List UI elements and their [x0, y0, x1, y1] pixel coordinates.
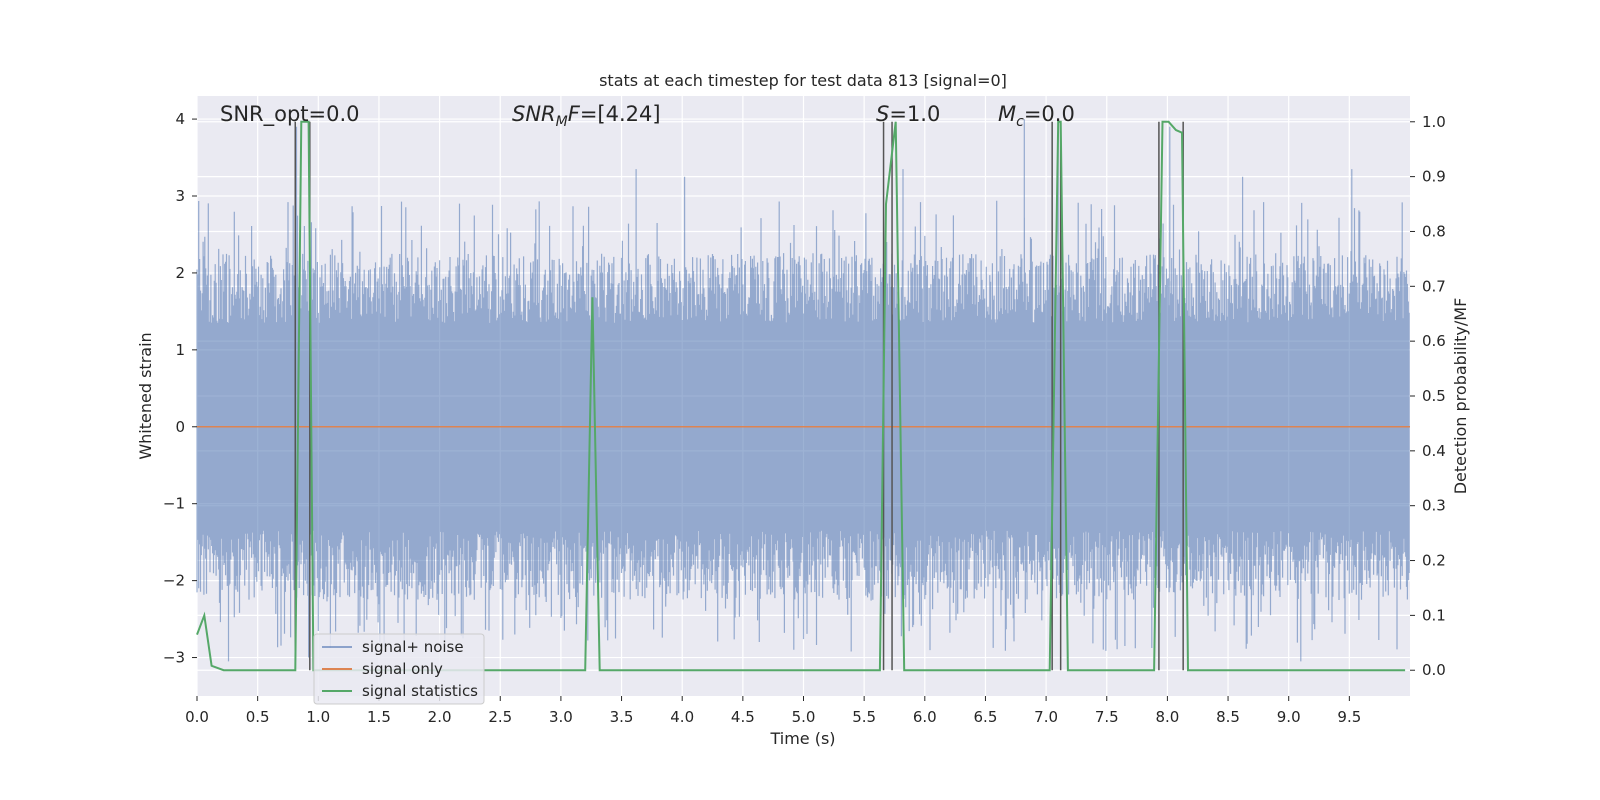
x-tick-label: 3.0 — [549, 708, 573, 726]
noise-trace — [196, 119, 1410, 662]
annotation-mc: Mc=0.0 — [998, 102, 1075, 130]
y-left-tick-label: 4 — [175, 110, 185, 128]
y-right-tick-label: 0.7 — [1422, 277, 1446, 295]
x-tick-label: 5.0 — [792, 708, 816, 726]
legend: signal+ noise signal only signal statist… — [313, 633, 485, 705]
noise-series — [196, 119, 1410, 662]
y-right-tick-label: 0.6 — [1422, 332, 1446, 350]
annotation-snr-mf: SNRMF=[4.24] — [512, 102, 661, 130]
x-tick-label: 3.5 — [610, 708, 634, 726]
signal-statistics-line — [196, 120, 1406, 672]
y-left-tick-label: 1 — [175, 341, 185, 359]
peak-markers — [294, 121, 1184, 671]
y-left-tick-label: −3 — [163, 649, 185, 667]
y-right-tick-label: 0.5 — [1422, 387, 1446, 405]
x-tick-label: 8.5 — [1216, 708, 1240, 726]
y-right-tick-label: 0.3 — [1422, 497, 1446, 515]
y-left-tick-label: −2 — [163, 572, 185, 590]
y-right-tick-label: 1.0 — [1422, 113, 1446, 131]
y-right-tick-label: 0.9 — [1422, 168, 1446, 186]
x-tick-label: 1.5 — [367, 708, 391, 726]
x-axis-ticks: 0.0 0.5 1.0 1.5 2.0 2.5 3.0 3.5 4.0 4.5 5.0 5.5 6.0 6… — [185, 696, 1361, 726]
x-tick-label: 8.0 — [1155, 708, 1179, 726]
legend-box — [313, 633, 485, 705]
annotation-s: S=1.0 — [876, 102, 940, 126]
x-tick-label: 2.0 — [428, 708, 452, 726]
x-tick-label: 0.5 — [246, 708, 270, 726]
x-tick-label: 7.5 — [1095, 708, 1119, 726]
y-right-axis-label: Detection probability/MF — [1451, 298, 1470, 495]
x-tick-label: 7.0 — [1034, 708, 1058, 726]
x-tick-label: 4.5 — [731, 708, 755, 726]
legend-label-signal-only: signal only — [362, 660, 443, 678]
y-right-tick-label: 0.4 — [1422, 442, 1446, 460]
y-left-axis-label: Whitened strain — [136, 332, 155, 459]
x-tick-label: 4.0 — [670, 708, 694, 726]
annotation-snr-opt: SNR_opt=0.0 — [220, 102, 360, 127]
x-tick-label: 5.5 — [852, 708, 876, 726]
chart-title: stats at each timestep for test data 813… — [599, 71, 1007, 90]
y-right-axis-ticks: 1.0 0.9 0.8 0.7 0.6 0.5 0.4 0.3 0.2 0.1 0.0 — [1410, 113, 1446, 679]
y-left-tick-label: 3 — [175, 187, 185, 205]
legend-label-statistics: signal statistics — [362, 682, 478, 700]
x-tick-label: 9.0 — [1277, 708, 1301, 726]
x-tick-label: 9.5 — [1337, 708, 1361, 726]
y-left-axis-ticks: 4 3 2 1 0 −1 −2 −3 — [163, 110, 197, 667]
y-right-tick-label: 0.1 — [1422, 606, 1446, 624]
x-tick-label: 6.0 — [913, 708, 937, 726]
y-right-tick-label: 0.0 — [1422, 661, 1446, 679]
x-tick-label: 1.0 — [306, 708, 330, 726]
legend-label-noise: signal+ noise — [362, 638, 464, 656]
x-tick-label: 2.5 — [488, 708, 512, 726]
y-left-tick-label: 2 — [175, 264, 185, 282]
y-right-tick-label: 0.2 — [1422, 552, 1446, 570]
y-left-tick-label: 0 — [175, 418, 185, 436]
y-right-tick-label: 0.8 — [1422, 222, 1446, 240]
y-left-tick-label: −1 — [163, 495, 185, 513]
x-tick-label: 6.5 — [974, 708, 998, 726]
x-tick-label: 0.0 — [185, 708, 209, 726]
x-axis-label: Time (s) — [769, 729, 835, 748]
